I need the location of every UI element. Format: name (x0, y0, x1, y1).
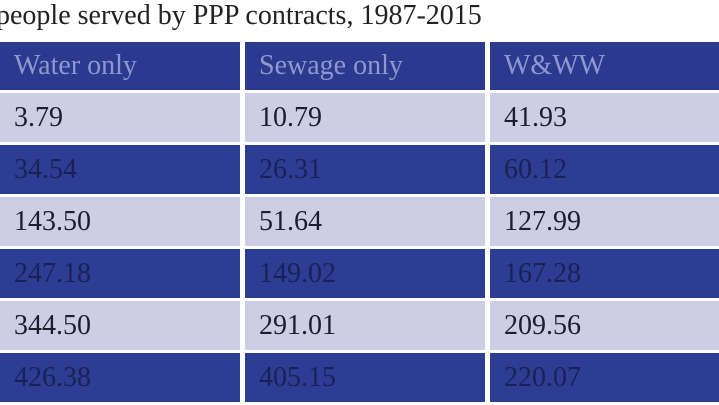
table-cell: 143.50 (0, 197, 240, 246)
table-cell: 149.02 (245, 249, 485, 298)
table-cell: 26.31 (245, 145, 485, 194)
table-cell: 3.79 (0, 93, 240, 142)
header-cell: Sewage only (245, 42, 485, 90)
table-cell: 167.28 (490, 249, 719, 298)
table-cell: 247.18 (0, 249, 240, 298)
table-cell: 220.07 (490, 353, 719, 402)
table-cell: 41.93 (490, 93, 719, 142)
table-cell: 127.99 (490, 197, 719, 246)
table-title: people served by PPP contracts, 1987-201… (0, 0, 482, 31)
table-cell: 426.38 (0, 353, 240, 402)
table-cell: 209.56 (490, 301, 719, 350)
table-cell: 60.12 (490, 145, 719, 194)
table-cell: 51.64 (245, 197, 485, 246)
header-cell: Water only (0, 42, 240, 90)
header-cell: W&WW (490, 42, 719, 90)
table-cell: 291.01 (245, 301, 485, 350)
table-cell: 344.50 (0, 301, 240, 350)
table-cell: 405.15 (245, 353, 485, 402)
table-cell: 10.79 (245, 93, 485, 142)
table-cell: 34.54 (0, 145, 240, 194)
